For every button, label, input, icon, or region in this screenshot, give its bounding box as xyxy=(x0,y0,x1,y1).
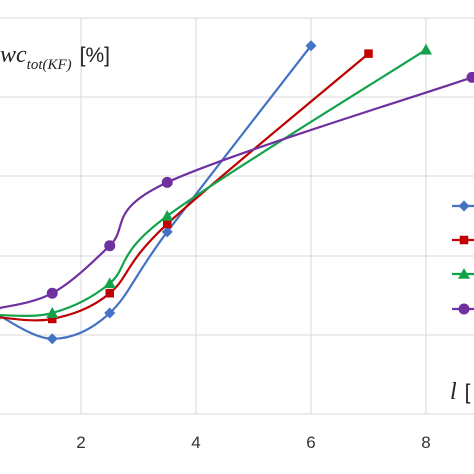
series-line xyxy=(0,76,473,310)
series-4 xyxy=(0,71,474,311)
x-tick-labels: 2 4 6 8 xyxy=(76,433,430,452)
x-axis-title: l[ xyxy=(450,379,471,405)
data-point-square xyxy=(48,314,57,324)
data-point-triangle xyxy=(161,210,174,221)
series-2 xyxy=(0,49,373,324)
data-point-square xyxy=(163,219,172,229)
data-point-circle xyxy=(104,240,116,252)
data-point-diamond xyxy=(305,40,317,52)
data-point-triangle xyxy=(103,277,116,289)
data-point-diamond xyxy=(104,307,116,319)
grid xyxy=(0,17,474,415)
series-line xyxy=(0,45,312,340)
y-axis-title: wctot(KF) [%] xyxy=(0,42,110,73)
series-1 xyxy=(0,40,317,345)
data-point-circle xyxy=(46,287,58,299)
legend-marker-diamond xyxy=(458,200,470,212)
data-point-square xyxy=(364,49,373,58)
series-3 xyxy=(0,43,432,320)
data-point-circle xyxy=(161,176,173,188)
x-tick-label: 2 xyxy=(76,433,85,452)
y-axis-title-unit: [%] xyxy=(80,44,110,67)
data-point-triangle xyxy=(420,43,432,55)
data-point-diamond xyxy=(46,333,58,345)
x-tick-label: 6 xyxy=(306,433,315,452)
data-point-square xyxy=(105,288,114,298)
legend-marker-triangle xyxy=(458,268,470,279)
legend xyxy=(452,200,474,315)
x-axis-title-main: l xyxy=(450,379,457,405)
series-layer xyxy=(0,40,474,345)
data-point-triangle xyxy=(46,307,59,318)
series-line xyxy=(0,52,370,322)
y-axis-title-subscript: tot(KF) xyxy=(27,57,72,73)
y-axis-title-main: wc xyxy=(0,42,27,68)
legend-marker-square xyxy=(459,235,469,245)
x-axis-title-unit: [ xyxy=(465,381,471,404)
data-point-triangle xyxy=(0,318,1,320)
x-tick-label: 4 xyxy=(191,433,200,452)
x-tick-label: 8 xyxy=(421,433,430,452)
data-point-diamond xyxy=(161,226,173,238)
data-point-circle xyxy=(466,71,474,83)
legend-marker-circle xyxy=(458,303,470,315)
